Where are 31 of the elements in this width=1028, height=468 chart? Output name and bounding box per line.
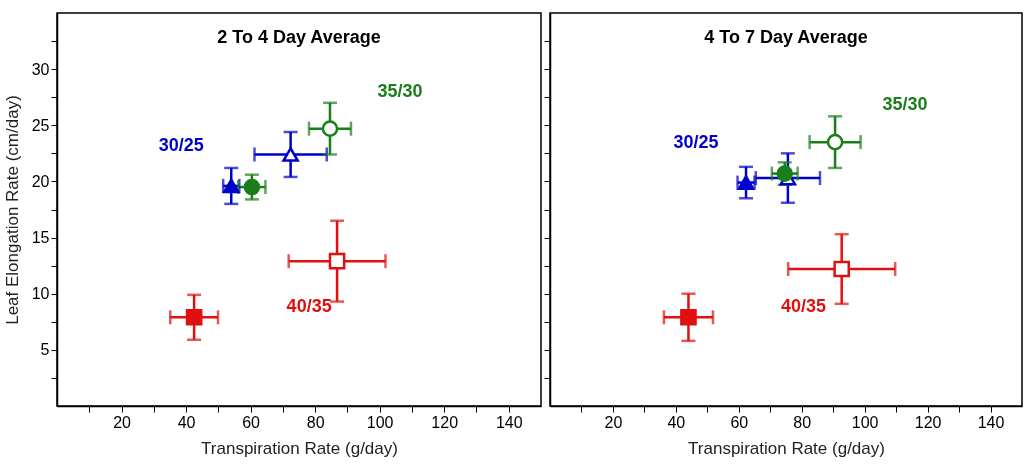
y-tick-label: 5 [40,341,50,359]
x-tick-label: 20 [604,413,623,431]
x-tick-label: 60 [242,413,261,431]
y-axis-title: Leaf Elongation Rate (cm/day) [2,95,22,325]
y-tick-label: 10 [31,285,50,303]
x-tick-label: 40 [177,413,196,431]
x-tick-label: 120 [914,413,942,431]
x-tick-label: 80 [306,413,325,431]
y-tick-label: 15 [31,229,50,247]
x-tick-label: 80 [793,413,812,431]
x-tick-label: 20 [113,413,132,431]
text: 35/30 [882,94,928,115]
text: 30/25 [158,134,204,155]
x-axis-title: Transpiration Rate (g/day) [688,438,885,458]
x-tick-label: 120 [431,413,459,431]
x-tick-label: 100 [851,413,879,431]
text: 2 To 4 Day Average [217,27,381,47]
text: 30/25 [673,131,719,152]
x-tick-label: 140 [977,413,1005,431]
series-label: 40/35 [286,296,332,317]
x-tick-label: 100 [366,413,394,431]
y-tick-label: 20 [31,172,50,190]
x-tick-label: 140 [495,413,523,431]
x-tick-label: 40 [667,413,686,431]
y-tick-label: 30 [31,60,50,78]
x-tick-label: 60 [730,413,749,431]
y-tick-label: 25 [31,116,50,134]
series-label: 40/35 [780,296,826,317]
text: 4 To 7 Day Average [704,27,868,47]
text: 35/30 [377,80,423,101]
x-axis-title: Transpiration Rate (g/day) [201,438,398,458]
